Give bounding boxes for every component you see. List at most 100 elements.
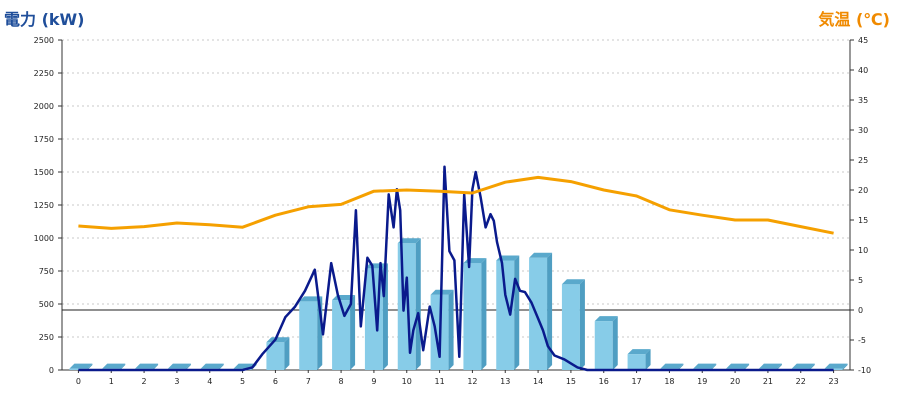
temperature-line (78, 175, 834, 235)
bar-top (69, 363, 93, 369)
bar-side (87, 363, 93, 370)
left-tick-label: 1000 (34, 234, 54, 243)
right-tick-label: -10 (858, 366, 871, 375)
right-tick-label: 35 (858, 96, 868, 105)
bar-side (776, 363, 782, 370)
bar-top (561, 279, 585, 285)
x-tick-label: 19 (697, 377, 707, 386)
left-tick-label: 2250 (34, 69, 54, 78)
bar-side (284, 337, 290, 370)
bar-side (350, 295, 356, 370)
bar-side (481, 258, 487, 370)
x-tick-label: 23 (828, 377, 838, 386)
x-tick-label: 2 (142, 377, 147, 386)
bar-top (529, 252, 553, 258)
bar-top (102, 363, 126, 369)
bar-side (711, 363, 717, 370)
right-tick-label: 40 (858, 66, 868, 75)
bar-side (415, 238, 421, 370)
bar-top (397, 238, 421, 244)
bar-side (842, 363, 848, 370)
bar-side (448, 289, 454, 370)
left-tick-label: 750 (39, 267, 54, 276)
bar-side (218, 363, 224, 370)
bar (463, 263, 482, 370)
bar-side (514, 255, 520, 370)
bar-side (744, 363, 750, 370)
bar (594, 321, 613, 370)
left-tick-label: 500 (39, 300, 54, 309)
bar-side (645, 349, 651, 370)
bar-side (547, 252, 553, 370)
x-tick-label: 22 (796, 377, 806, 386)
x-tick-label: 1 (109, 377, 114, 386)
bar (529, 257, 548, 370)
bar-top (167, 363, 191, 369)
bar-side (579, 279, 585, 370)
bar-side (153, 363, 159, 370)
right-tick-label: 20 (858, 186, 868, 195)
bar (496, 260, 515, 370)
left-axis-title: 電力 (kW) (4, 10, 85, 29)
x-tick-label: 12 (467, 377, 477, 386)
x-tick-label: 10 (402, 377, 412, 386)
bar (561, 284, 580, 370)
bar-top (135, 363, 159, 369)
bar-top (758, 363, 782, 369)
bar-top (660, 363, 684, 369)
right-axis-title: 気温 (℃) (818, 10, 890, 29)
right-tick-label: -5 (858, 336, 866, 345)
left-tick-label: 2000 (34, 102, 54, 111)
bar-side (120, 363, 126, 370)
bar-top (726, 363, 750, 369)
x-tick-label: 14 (533, 377, 543, 386)
right-tick-label: 0 (858, 306, 863, 315)
x-tick-label: 21 (763, 377, 773, 386)
x-tick-label: 11 (434, 377, 444, 386)
bar-top (693, 363, 717, 369)
bar (299, 301, 318, 370)
left-tick-label: 1250 (34, 201, 54, 210)
bar (266, 342, 285, 370)
x-tick-label: 5 (240, 377, 245, 386)
bar (397, 243, 416, 370)
left-tick-label: 0 (49, 366, 54, 375)
bar-top (200, 363, 224, 369)
x-tick-label: 6 (273, 377, 278, 386)
right-tick-label: 10 (858, 246, 868, 255)
bar-top (824, 363, 848, 369)
bar-top (791, 363, 815, 369)
bar-top (627, 349, 651, 355)
left-tick-label: 1750 (34, 135, 54, 144)
x-tick-label: 20 (730, 377, 740, 386)
x-tick-label: 15 (566, 377, 576, 386)
x-tick-label: 8 (339, 377, 344, 386)
x-tick-label: 17 (631, 377, 641, 386)
bar-side (678, 363, 684, 370)
x-tick-label: 7 (306, 377, 311, 386)
bar (332, 300, 351, 370)
right-tick-label: 30 (858, 126, 868, 135)
x-tick-label: 13 (500, 377, 510, 386)
bar-top (594, 316, 618, 322)
power-line (78, 165, 834, 372)
left-tick-label: 2500 (34, 36, 54, 45)
right-tick-label: 5 (858, 276, 863, 285)
left-tick-label: 1500 (34, 168, 54, 177)
bar-top (266, 337, 290, 343)
bar-side (612, 316, 618, 370)
x-tick-label: 4 (207, 377, 212, 386)
right-tick-label: 25 (858, 156, 868, 165)
x-tick-label: 3 (174, 377, 179, 386)
right-tick-label: 45 (858, 36, 868, 45)
bar-side (809, 363, 815, 370)
x-tick-label: 18 (664, 377, 674, 386)
bar-side (185, 363, 191, 370)
x-tick-label: 9 (371, 377, 376, 386)
right-tick-label: 15 (858, 216, 868, 225)
left-tick-label: 250 (39, 333, 54, 342)
bar-top (299, 296, 323, 302)
x-tick-label: 0 (76, 377, 81, 386)
x-tick-label: 16 (599, 377, 609, 386)
